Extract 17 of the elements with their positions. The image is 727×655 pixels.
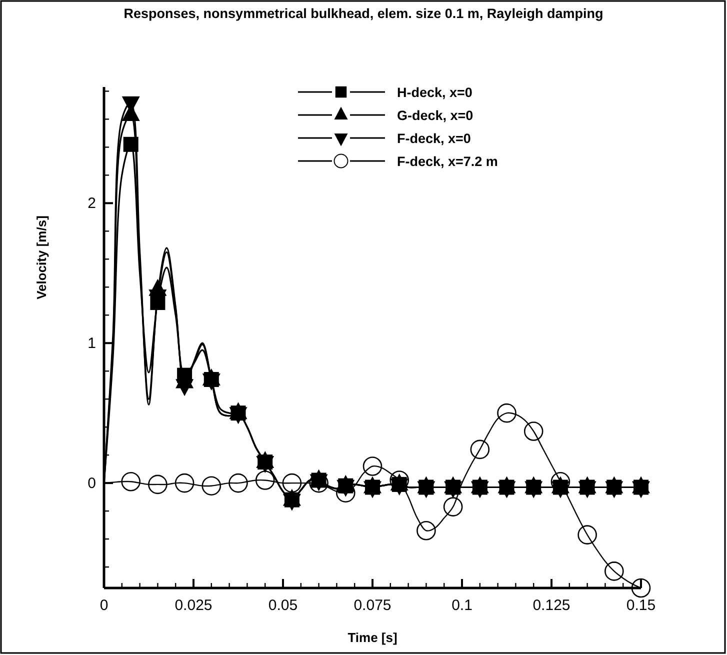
legend-label: F-deck, x=0 — [397, 131, 471, 146]
y-tick-label: 1 — [88, 335, 96, 352]
x-tick-label: 0.05 — [268, 597, 298, 614]
x-tick-label: 0.15 — [626, 597, 656, 614]
x-tick-label: 0.1 — [452, 597, 472, 614]
y-tick-label: 0 — [88, 475, 96, 492]
legend-label: H-deck, x=0 — [397, 85, 472, 100]
x-tick-label: 0.125 — [532, 597, 570, 614]
y-tick-label: 2 — [88, 195, 96, 212]
y-axis-title: Velocity [m/s] — [34, 216, 49, 300]
x-tick-label: 0 — [100, 597, 108, 614]
legend-label: F-deck, x=7.2 m — [397, 154, 498, 169]
x-tick-label: 0.075 — [354, 597, 392, 614]
chart-title: Responses, nonsymmetrical bulkhead, elem. size 0.1 m, Rayleigh damping — [124, 6, 604, 21]
legend-label: G-deck, x=0 — [397, 108, 474, 123]
x-tick-label: 0.025 — [174, 597, 212, 614]
x-axis-title: Time [s] — [348, 630, 398, 645]
